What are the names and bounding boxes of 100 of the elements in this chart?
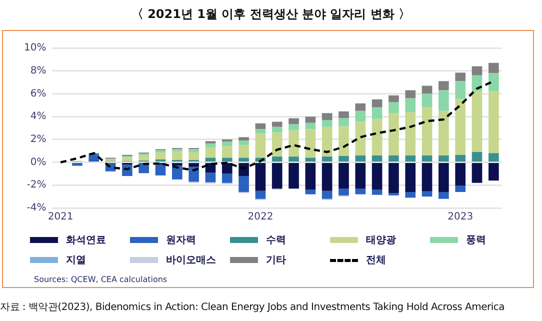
bar xyxy=(305,163,316,190)
bar xyxy=(155,159,166,162)
bar xyxy=(455,98,466,155)
bar xyxy=(422,163,432,192)
bar xyxy=(172,151,182,160)
bar xyxy=(438,110,449,156)
bar xyxy=(322,126,332,157)
y-tick-label: 4% xyxy=(30,111,46,122)
bar xyxy=(305,122,316,130)
bar xyxy=(205,172,216,182)
bar xyxy=(372,190,382,195)
x-tick-label: 2022 xyxy=(248,212,274,223)
bar xyxy=(422,94,432,108)
bar xyxy=(372,155,382,162)
bar xyxy=(188,166,199,182)
legend-label: 화석연료 xyxy=(66,234,106,247)
bar xyxy=(472,66,482,76)
bar xyxy=(238,176,249,192)
bar xyxy=(438,163,449,192)
bar xyxy=(238,163,249,176)
bar xyxy=(388,95,399,102)
bar xyxy=(455,81,466,99)
bar xyxy=(405,112,416,156)
bar xyxy=(472,163,482,183)
legend-label: 풍력 xyxy=(466,234,486,247)
bar xyxy=(255,123,266,130)
bar xyxy=(422,86,432,94)
bar xyxy=(238,145,249,158)
legend-label: 지열 xyxy=(66,254,86,267)
bar xyxy=(438,81,449,90)
bar xyxy=(405,163,416,192)
bar xyxy=(455,186,466,192)
bar xyxy=(238,137,249,141)
y-tick-label: 6% xyxy=(30,88,46,100)
bar xyxy=(272,122,282,127)
bar xyxy=(422,191,432,197)
bar xyxy=(338,118,349,126)
bar xyxy=(305,190,316,194)
bar xyxy=(322,163,332,191)
bar xyxy=(422,155,432,162)
bar xyxy=(305,129,316,158)
bar xyxy=(488,62,499,74)
bar xyxy=(272,132,282,157)
y-tick-label: 10% xyxy=(24,42,46,54)
y-tick-label: -2% xyxy=(26,180,46,191)
bar xyxy=(305,116,316,123)
bar xyxy=(355,188,366,194)
bar xyxy=(455,72,466,82)
y-tick-label: 0% xyxy=(30,156,46,168)
bar xyxy=(488,73,499,92)
bar xyxy=(172,166,182,180)
bar xyxy=(155,152,166,160)
bar xyxy=(205,147,216,158)
bar xyxy=(355,122,366,156)
bar xyxy=(355,163,366,189)
bar xyxy=(372,99,382,108)
bar xyxy=(255,163,266,191)
y-tick-label: 8% xyxy=(30,65,46,76)
bar xyxy=(372,163,382,190)
bar xyxy=(288,124,299,130)
bar xyxy=(388,155,399,162)
bar xyxy=(272,126,282,133)
y-tick-label: -4% xyxy=(26,202,46,214)
bar xyxy=(388,102,399,114)
x-tick-label: 2021 xyxy=(48,212,74,223)
bar xyxy=(255,129,266,134)
bar xyxy=(488,91,499,154)
legend-label: 전체 xyxy=(366,254,386,267)
bar xyxy=(322,156,332,162)
bar xyxy=(355,155,366,162)
bar xyxy=(238,140,249,146)
bar xyxy=(372,107,382,119)
bar xyxy=(372,118,382,156)
bar xyxy=(272,163,282,189)
bar xyxy=(388,113,399,156)
bar xyxy=(338,188,349,196)
bar xyxy=(488,163,499,181)
bar xyxy=(438,155,449,162)
bar xyxy=(255,134,266,158)
bar xyxy=(338,126,349,156)
bar xyxy=(455,163,466,186)
bar xyxy=(188,152,199,160)
bar xyxy=(438,90,449,111)
bar xyxy=(288,118,299,124)
x-tick-label: 2023 xyxy=(448,212,474,223)
bar xyxy=(255,190,266,199)
bar xyxy=(405,90,416,98)
bar xyxy=(438,192,449,199)
bar xyxy=(455,154,466,162)
bar xyxy=(405,192,416,198)
bar xyxy=(322,113,332,120)
bar xyxy=(188,149,199,152)
bar xyxy=(355,110,366,122)
bar xyxy=(322,190,332,199)
y-tick-label: 2% xyxy=(30,134,46,146)
bar xyxy=(405,155,416,162)
bar xyxy=(205,158,216,162)
bar xyxy=(422,107,432,156)
legend-label: 원자력 xyxy=(166,234,196,247)
bar xyxy=(272,156,282,162)
